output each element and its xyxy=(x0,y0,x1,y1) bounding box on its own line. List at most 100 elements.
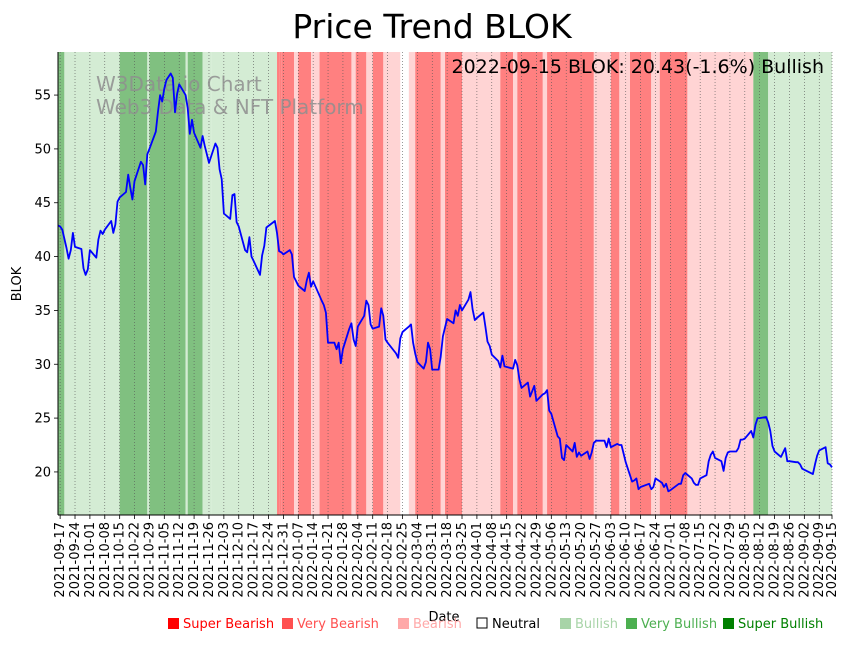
legend-label: Neutral xyxy=(492,617,540,632)
x-tick-label: 2022-04-22 xyxy=(515,522,530,598)
legend-label: Very Bullish xyxy=(641,617,717,632)
watermark-line-2: Web3 Data & NFT Platform xyxy=(96,95,364,119)
x-tick-label: 2021-10-01 xyxy=(83,522,98,598)
sentiment-band-bearish xyxy=(294,52,299,515)
x-tick-label: 2022-01-28 xyxy=(336,522,351,598)
x-tick-label: 2022-02-18 xyxy=(381,522,396,598)
sentiment-band-bearish xyxy=(351,52,356,515)
x-tick-label: 2022-08-05 xyxy=(738,522,753,598)
x-tick-label: 2022-01-07 xyxy=(291,522,306,598)
legend-swatch xyxy=(723,618,734,629)
x-tick-label: 2021-12-31 xyxy=(276,522,291,598)
latest-price-annotation: 2022-09-15 BLOK: 20.43(-1.6%) Bullish xyxy=(452,56,825,78)
legend: Super Bearish Very Bearish Bearish Neutral B… xyxy=(168,617,823,632)
x-tick-label: 2021-12-10 xyxy=(232,522,247,598)
x-tick-label: 2021-11-05 xyxy=(157,522,172,598)
x-tick-label: 2022-02-11 xyxy=(366,522,381,598)
sentiment-band-very_bearish xyxy=(517,52,543,515)
x-tick-label: 2022-03-11 xyxy=(425,522,440,598)
sentiment-band-very_bearish xyxy=(415,52,441,515)
sentiment-band-bearish xyxy=(383,52,401,515)
x-tick-label: 2022-02-04 xyxy=(351,522,366,598)
x-tick-label: 2022-09-09 xyxy=(812,522,827,598)
sentiment-band-very_bullish xyxy=(58,52,65,515)
y-axis-ticks: 20 25 30 35 40 45 50 55 xyxy=(34,89,58,480)
x-tick-label: 2022-04-15 xyxy=(500,522,515,598)
legend-swatch xyxy=(282,618,293,629)
sentiment-band-bearish xyxy=(408,52,416,515)
x-tick-label: 2022-03-18 xyxy=(440,522,455,598)
y-tick-label: 35 xyxy=(34,304,51,319)
x-tick-label: 2022-06-17 xyxy=(634,522,649,598)
x-tick-label: 2022-02-25 xyxy=(395,522,410,598)
sentiment-band-very_bullish xyxy=(753,52,769,515)
x-tick-label: 2022-05-13 xyxy=(559,522,574,598)
sentiment-band-very_bearish xyxy=(610,52,620,515)
x-tick-label: 2022-09-02 xyxy=(797,522,812,598)
legend-swatch xyxy=(168,618,179,629)
y-tick-label: 55 xyxy=(34,89,51,104)
x-tick-label: 2022-08-19 xyxy=(768,522,783,598)
sentiment-band-bullish xyxy=(147,52,150,515)
sentiment-band-bearish xyxy=(311,52,320,515)
legend-label: Very Bearish xyxy=(297,617,379,632)
legend-label: Bearish xyxy=(413,617,462,632)
x-tick-label: 2022-07-22 xyxy=(708,522,723,598)
x-tick-label: 2021-11-19 xyxy=(187,522,202,598)
legend-swatch xyxy=(398,618,409,629)
x-tick-label: 2021-12-03 xyxy=(217,522,232,598)
sentiment-band-very_bearish xyxy=(355,52,367,515)
legend-label: Super Bullish xyxy=(738,617,823,632)
x-tick-label: 2022-03-04 xyxy=(410,522,425,598)
x-tick-label: 2022-04-01 xyxy=(470,522,485,598)
y-tick-label: 45 xyxy=(34,196,51,211)
x-tick-label: 2021-12-24 xyxy=(262,522,277,598)
sentiment-band-bearish xyxy=(462,52,501,515)
sentiment-band-bearish xyxy=(593,52,611,515)
y-tick-label: 25 xyxy=(34,412,51,427)
x-tick-label: 2021-09-17 xyxy=(53,522,68,598)
sentiment-band-very_bearish xyxy=(298,52,312,515)
x-tick-label: 2021-09-24 xyxy=(68,522,83,598)
sentiment-band-bearish xyxy=(542,52,548,515)
y-tick-label: 40 xyxy=(34,250,51,265)
sentiment-band-bullish xyxy=(768,52,790,515)
sentiment-band-bullish xyxy=(202,52,212,515)
x-tick-label: 2021-10-15 xyxy=(113,522,128,598)
x-tick-label: 2022-06-03 xyxy=(604,522,619,598)
x-tick-label: 2022-09-15 xyxy=(825,522,840,598)
x-tick-label: 2021-11-12 xyxy=(172,522,187,598)
price-line xyxy=(57,72,833,493)
sentiment-band-bullish xyxy=(789,52,832,515)
x-tick-label: 2022-07-08 xyxy=(678,522,693,598)
x-tick-label: 2022-05-06 xyxy=(544,522,559,598)
x-tick-label: 2021-10-08 xyxy=(98,522,113,598)
legend-label: Bullish xyxy=(575,617,618,632)
sentiment-band-very_bearish xyxy=(372,52,384,515)
x-tick-label: 2022-08-26 xyxy=(782,522,797,598)
sentiment-band-very_bearish xyxy=(659,52,688,515)
sentiment-band-very_bearish xyxy=(281,52,295,515)
x-tick-label: 2022-08-12 xyxy=(753,522,768,598)
x-tick-label: 2022-01-21 xyxy=(321,522,336,598)
sentiment-band-very_bearish xyxy=(319,52,352,515)
x-tick-label: 2021-10-22 xyxy=(128,522,143,598)
sentiment-bands xyxy=(58,52,832,515)
x-tick-label: 2022-07-29 xyxy=(723,522,738,598)
x-tick-label: 2022-07-01 xyxy=(663,522,678,598)
sentiment-band-bearish xyxy=(687,52,754,515)
x-tick-label: 2022-06-24 xyxy=(649,522,664,598)
sentiment-band-very_bearish xyxy=(279,52,282,515)
y-tick-label: 20 xyxy=(34,465,51,480)
x-tick-label: 2022-04-29 xyxy=(529,522,544,598)
legend-label: Super Bearish xyxy=(183,617,274,632)
x-tick-label: 2022-04-08 xyxy=(485,522,500,598)
y-axis-label: BLOK xyxy=(10,266,25,301)
legend-swatch xyxy=(476,617,488,629)
sentiment-band-bearish xyxy=(513,52,518,515)
x-tick-label: 2021-11-26 xyxy=(202,522,217,598)
x-axis-ticks: 2021-09-17 2021-09-24 2021-10-01 2021-10-08… xyxy=(53,515,840,598)
x-tick-label: 2021-12-17 xyxy=(247,522,262,598)
sentiment-band-bearish xyxy=(619,52,630,515)
